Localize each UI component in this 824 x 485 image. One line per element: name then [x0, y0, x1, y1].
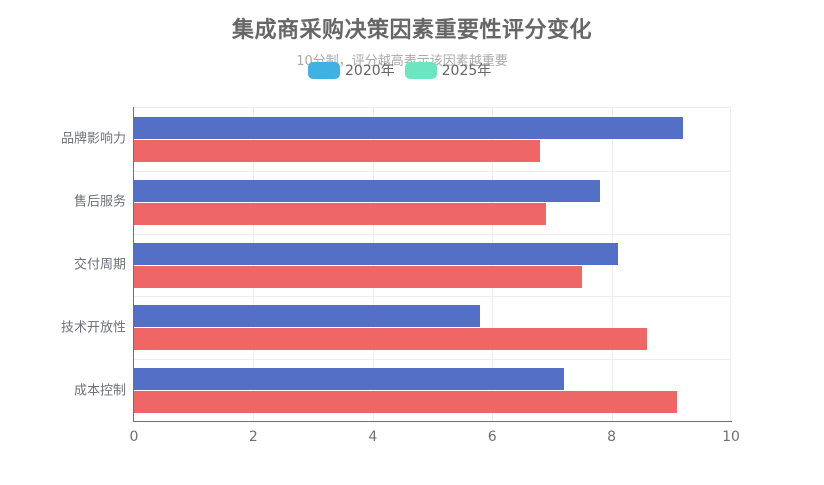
- grid-line-horizontal: [134, 296, 730, 298]
- bar-2020[interactable]: [134, 117, 684, 139]
- x-tick-label: 4: [368, 429, 378, 445]
- x-tick-label: 10: [722, 429, 740, 445]
- bar-2025[interactable]: [134, 391, 678, 414]
- bar-2025[interactable]: [134, 328, 648, 351]
- y-axis-line: [133, 107, 134, 422]
- grid-line-horizontal: [134, 233, 730, 235]
- bar-2020[interactable]: [134, 368, 564, 391]
- plot-area: [134, 107, 731, 421]
- bar-2025[interactable]: [134, 140, 540, 162]
- legend: 2020年 2025年: [308, 61, 501, 79]
- y-category-label: 技术开放性: [60, 320, 126, 336]
- bar-2025[interactable]: [134, 202, 546, 225]
- chart-subtitle: 10分制，评分越高表示该因素越重要: [296, 54, 508, 69]
- y-category-label: 成本控制: [73, 383, 126, 399]
- y-category-label: 品牌影响力: [60, 131, 126, 147]
- x-tick-label: 0: [129, 429, 139, 445]
- x-axis-line: [133, 421, 732, 422]
- legend-swatch-2025: [404, 61, 437, 79]
- bar-2025[interactable]: [134, 265, 582, 288]
- bar-2020[interactable]: [134, 305, 481, 328]
- chart-title: 集成商采购决策因素重要性评分变化: [231, 18, 592, 43]
- legend-label-2025: 2025年: [441, 63, 492, 79]
- x-tick-label: 6: [487, 429, 497, 445]
- grid-line-horizontal: [134, 359, 730, 361]
- legend-item-2020[interactable]: 2020年: [308, 60, 395, 80]
- legend-label-2020: 2020年: [345, 63, 395, 79]
- x-tick-label: 8: [607, 429, 617, 445]
- bar-2020[interactable]: [134, 242, 618, 265]
- y-category-label: 售后服务: [73, 194, 126, 210]
- bar-2020[interactable]: [134, 179, 600, 202]
- legend-swatch-2020: [308, 61, 340, 79]
- grid-line-horizontal: [134, 170, 730, 172]
- x-tick-label: 2: [248, 429, 258, 445]
- y-category-label: 交付周期: [73, 257, 126, 273]
- legend-item-2025[interactable]: 2025年: [404, 60, 492, 80]
